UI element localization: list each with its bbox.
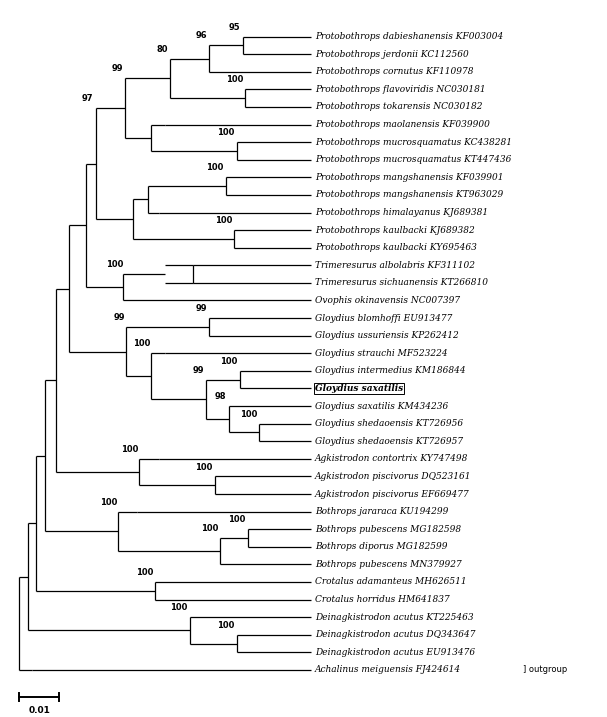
- Text: Gloydius blomhoffi EU913477: Gloydius blomhoffi EU913477: [315, 313, 452, 323]
- Text: Protobothrops himalayanus KJ689381: Protobothrops himalayanus KJ689381: [315, 208, 488, 217]
- Text: 95: 95: [229, 23, 240, 32]
- Text: ] outgroup: ] outgroup: [523, 665, 568, 675]
- Text: Protobothrops mucrosquamatus KT447436: Protobothrops mucrosquamatus KT447436: [315, 156, 512, 164]
- Text: 80: 80: [157, 44, 168, 54]
- Text: 100: 100: [171, 603, 188, 612]
- Text: 100: 100: [121, 445, 138, 454]
- Text: 99: 99: [111, 65, 123, 73]
- Text: 100: 100: [217, 128, 235, 137]
- Text: 98: 98: [215, 392, 226, 401]
- Text: Protobothrops tokarensis NC030182: Protobothrops tokarensis NC030182: [315, 103, 483, 111]
- Text: 100: 100: [215, 217, 232, 225]
- Text: Trimeresurus albolabris KF311102: Trimeresurus albolabris KF311102: [315, 261, 475, 270]
- Text: 100: 100: [228, 516, 246, 524]
- Text: Protobothrops mangshanensis KF039901: Protobothrops mangshanensis KF039901: [315, 173, 504, 182]
- Text: Gloydius strauchi MF523224: Gloydius strauchi MF523224: [315, 348, 448, 358]
- Text: 0.01: 0.01: [28, 706, 50, 715]
- Text: 100: 100: [217, 621, 235, 630]
- Text: 100: 100: [195, 462, 212, 472]
- Text: Protobothrops jerdonii KC112560: Protobothrops jerdonii KC112560: [315, 49, 469, 59]
- Text: 100: 100: [226, 75, 243, 85]
- Text: Gloydius intermedius KM186844: Gloydius intermedius KM186844: [315, 366, 466, 376]
- Text: 100: 100: [100, 498, 117, 507]
- Text: Agkistrodon piscivorus DQ523161: Agkistrodon piscivorus DQ523161: [315, 472, 472, 481]
- Text: 100: 100: [136, 568, 154, 577]
- Text: 100: 100: [106, 260, 124, 269]
- Text: Gloydius shedaoensis KT726957: Gloydius shedaoensis KT726957: [315, 437, 463, 446]
- Text: 97: 97: [82, 94, 93, 103]
- Text: Achalinus meiguensis FJ424614: Achalinus meiguensis FJ424614: [315, 665, 461, 675]
- Text: Bothrops pubescens MN379927: Bothrops pubescens MN379927: [315, 560, 462, 569]
- Text: Protobothrops dabieshanensis KF003004: Protobothrops dabieshanensis KF003004: [315, 32, 503, 41]
- Text: Ovophis okinavensis NC007397: Ovophis okinavensis NC007397: [315, 296, 460, 305]
- Text: Protobothrops kaulbacki KY695463: Protobothrops kaulbacki KY695463: [315, 243, 477, 252]
- Text: Protobothrops kaulbacki KJ689382: Protobothrops kaulbacki KJ689382: [315, 226, 475, 234]
- Text: 100: 100: [201, 524, 218, 533]
- Text: Gloydius ussuriensis KP262412: Gloydius ussuriensis KP262412: [315, 331, 459, 340]
- Text: Protobothrops mangshanensis KT963029: Protobothrops mangshanensis KT963029: [315, 191, 503, 199]
- Text: Deinagkistrodon acutus EU913476: Deinagkistrodon acutus EU913476: [315, 648, 475, 657]
- Text: Bothrops pubescens MG182598: Bothrops pubescens MG182598: [315, 525, 461, 533]
- Text: 99: 99: [193, 366, 205, 375]
- Text: Protobothrops maolanensis KF039900: Protobothrops maolanensis KF039900: [315, 120, 490, 129]
- Text: 100: 100: [206, 163, 223, 172]
- Text: Gloydius saxatilis KM434236: Gloydius saxatilis KM434236: [315, 402, 449, 411]
- Text: Protobothrops flavoviridis NC030181: Protobothrops flavoviridis NC030181: [315, 85, 486, 94]
- Text: Trimeresurus sichuanensis KT266810: Trimeresurus sichuanensis KT266810: [315, 278, 488, 288]
- Text: Crotalus horridus HM641837: Crotalus horridus HM641837: [315, 595, 450, 604]
- Text: 99: 99: [195, 304, 207, 313]
- Text: 96: 96: [195, 32, 207, 40]
- Text: Bothrops jararaca KU194299: Bothrops jararaca KU194299: [315, 507, 449, 516]
- Text: 99: 99: [114, 313, 126, 322]
- Text: Deinagkistrodon acutus DQ343647: Deinagkistrodon acutus DQ343647: [315, 630, 476, 640]
- Text: 100: 100: [133, 339, 151, 348]
- Text: 100: 100: [240, 409, 257, 419]
- Text: Crotalus adamanteus MH626511: Crotalus adamanteus MH626511: [315, 577, 467, 587]
- Text: Protobothrops mucrosquamatus KC438281: Protobothrops mucrosquamatus KC438281: [315, 138, 512, 147]
- Text: Agkistrodon contortrix KY747498: Agkistrodon contortrix KY747498: [315, 455, 469, 463]
- Text: 100: 100: [220, 357, 237, 366]
- Text: Bothrops diporus MG182599: Bothrops diporus MG182599: [315, 542, 447, 551]
- Text: Gloydius shedaoensis KT726956: Gloydius shedaoensis KT726956: [315, 419, 463, 428]
- Text: Deinagkistrodon acutus KT225463: Deinagkistrodon acutus KT225463: [315, 613, 474, 622]
- Text: Protobothrops cornutus KF110978: Protobothrops cornutus KF110978: [315, 67, 473, 76]
- Text: Agkistrodon piscivorus EF669477: Agkistrodon piscivorus EF669477: [315, 490, 470, 498]
- Text: Gloydius saxatilis: Gloydius saxatilis: [315, 384, 404, 393]
